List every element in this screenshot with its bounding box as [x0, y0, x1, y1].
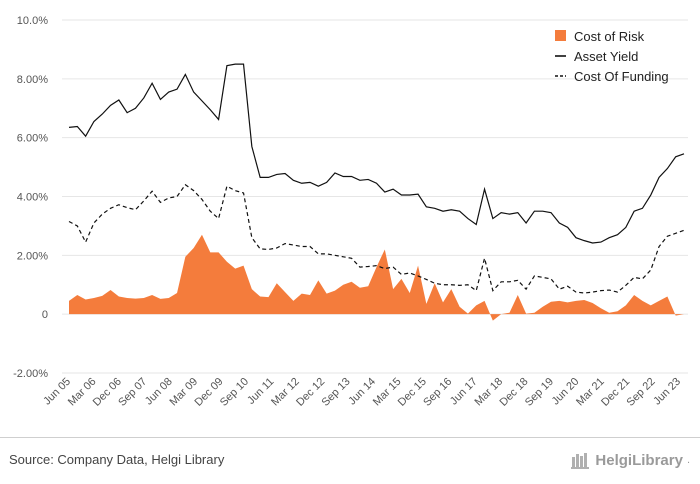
- legend: Cost of Risk Asset Yield Cost Of Funding: [555, 29, 669, 84]
- x-tick-label: Sep 10: [218, 376, 251, 409]
- brand-dot: .: [686, 454, 690, 466]
- x-tick-label: Sep 19: [523, 376, 556, 409]
- cost-of-risk-legend-swatch: [555, 30, 566, 41]
- x-tick-label: Sep 16: [421, 376, 454, 409]
- x-tick-label: Jun 23: [651, 376, 683, 408]
- x-tick-label: Sep 13: [320, 376, 353, 409]
- brand-name: HelgiLibrary: [595, 451, 683, 469]
- cost-of-funding-line: [68, 183, 685, 294]
- x-tick-label: Sep 07: [116, 376, 149, 409]
- source-note: Source: Company Data, Helgi Library: [9, 452, 225, 467]
- cost-of-funding-legend-label: Cost Of Funding: [574, 69, 669, 84]
- x-tick-label: Sep 22: [625, 376, 658, 409]
- line-series-layer: [68, 63, 685, 294]
- cost-of-risk-area: [69, 234, 684, 321]
- asset-yield-line: [68, 63, 685, 244]
- cost-of-risk-area-layer: [69, 234, 684, 321]
- y-axis-ticks: -2.00% 0 2.00% 4.00% 6.00% 8.00% 10.0%: [13, 15, 48, 380]
- asset-yield-legend-label: Asset Yield: [574, 49, 638, 64]
- brand-logo[interactable]: HelgiLibrary.: [571, 448, 690, 472]
- cost-of-risk-legend-label: Cost of Risk: [574, 29, 645, 44]
- library-icon: [571, 453, 590, 469]
- y-tick-label: 6.00%: [17, 133, 48, 145]
- y-tick-label: 8.00%: [17, 74, 48, 86]
- y-tick-label: 10.0%: [17, 15, 48, 27]
- footer: Source: Company Data, Helgi Library Helg…: [0, 437, 700, 484]
- y-tick-label: -2.00%: [13, 368, 48, 380]
- y-tick-label: 2.00%: [17, 250, 48, 262]
- chart: -2.00% 0 2.00% 4.00% 6.00% 8.00% 10.0% Jun 05M…: [13, 15, 688, 409]
- y-tick-label: 0: [42, 309, 48, 321]
- y-tick-label: 4.00%: [17, 192, 48, 204]
